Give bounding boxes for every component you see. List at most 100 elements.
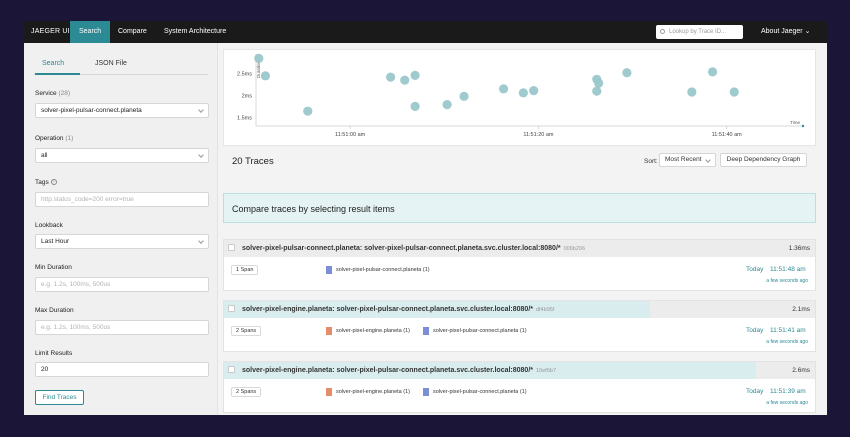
trace-point [386,72,396,82]
trace-title-text: solver-pixel-engine.planeta: solver-pixe… [242,306,533,313]
trace-time: 11:51:41 am [770,327,806,334]
x-tick-label: 11:51:40 am [712,132,743,138]
trace-item[interactable]: solver-pixel-pulsar-connect.planeta: sol… [223,239,816,291]
sort-select[interactable]: Most Recent [659,153,716,167]
max-duration-input[interactable]: e.g. 1.2s, 100ms, 500us [35,320,209,335]
service-tag: solver-pixel-engine.planeta (1) [326,387,410,397]
trace-select-checkbox[interactable] [228,366,235,373]
min-duration-label: Min Duration [35,264,72,271]
y-tick-label: 2.5ms [237,72,252,78]
y-axis-label: Duration [256,60,261,78]
span-count-badge: 2 Spans [231,326,262,336]
operation-value: all [41,152,48,159]
about-jaeger-menu[interactable]: About Jaeger ⌄ [761,21,810,43]
service-label: Service (28) [35,90,70,97]
info-icon[interactable]: ? [50,179,57,186]
axis-end-marker [801,124,805,128]
service-color-swatch [326,387,332,396]
span-count-badge: 2 Spans [231,387,262,397]
trace-title[interactable]: solver-pixel-engine.planeta: solver-pixe… [242,367,556,374]
sort-value: Most Recent [665,156,702,163]
trace-day: Today [746,327,764,334]
trace-item[interactable]: solver-pixel-engine.planeta: solver-pixe… [223,361,816,413]
active-tab-indicator [35,73,80,75]
trace-point [729,87,739,97]
trace-point [400,75,410,85]
y-tick-label: 2ms [242,93,253,99]
service-select[interactable]: solver-pixel-pulsar-connect.planeta [35,103,209,118]
limit-results-input[interactable]: 20 [35,362,209,377]
trace-duration: 2.1ms [792,306,810,313]
trace-id: 006b206 [563,246,586,252]
service-color-swatch [423,326,429,335]
trace-header [224,301,815,318]
service-tag: solver-pixel-engine.planeta (1) [326,326,410,336]
service-tag-label: solver-pixel-engine.planeta (1) [336,389,410,395]
traces-count-title: 20 Traces [232,156,274,167]
scatter-svg: 1.5ms 2ms 2.5ms 11:51:00 am 11:51:20 am 11:51… [237,53,805,138]
results-header: 20 Traces Sort: Most Recent Deep Depende… [223,146,816,176]
about-label: About Jaeger [761,28,803,35]
sort-label: Sort: [644,158,658,165]
operation-select[interactable]: all [35,148,209,163]
trace-point [707,67,718,77]
trace-point [442,100,452,110]
trace-point [459,91,469,101]
tags-label: Tags ? [35,179,57,186]
duration-bar [224,301,650,318]
service-tag: solver-pixel-pulsar-connect.planeta (1) [423,387,527,397]
service-color-swatch [423,387,429,396]
trace-title[interactable]: solver-pixel-pulsar-connect.planeta: sol… [242,245,585,252]
trace-time: 11:51:48 am [770,266,806,273]
trace-select-checkbox[interactable] [228,244,235,251]
service-tag-label: solver-pixel-pulsar-connect.planeta (1) [336,267,430,273]
nav-compare[interactable]: Compare [118,28,147,35]
find-traces-button[interactable]: Find Traces [35,390,84,405]
service-value: solver-pixel-pulsar-connect.planeta [41,107,142,114]
brand-logo[interactable]: JAEGER UI [31,28,70,35]
traces-scatter-plot: 1.5ms 2ms 2.5ms 11:51:00 am 11:51:20 am 11:51… [223,49,816,146]
trace-point [594,78,604,88]
tab-search[interactable]: Search [42,60,65,67]
min-duration-input[interactable]: e.g. 1.2s, 100ms, 500us [35,277,209,292]
lookback-select[interactable]: Last Hour [35,234,209,249]
trace-point [518,88,528,98]
trace-id-lookup-input[interactable]: Lookup by Trace ID... [656,25,743,39]
top-nav: JAEGER UI Search Compare System Architec… [24,21,827,43]
trace-select-checkbox[interactable] [228,305,235,312]
trace-point [303,106,313,116]
operation-label: Operation (1) [35,135,73,142]
operation-count: (1) [65,135,74,142]
nav-search[interactable]: Search [70,21,111,43]
trace-title[interactable]: solver-pixel-engine.planeta: solver-pixe… [242,306,554,313]
y-tick-label: 1.5ms [237,115,252,121]
lookback-label: Lookback [35,222,63,229]
trace-point [592,86,602,96]
trace-day: Today [746,266,764,273]
trace-point [529,86,539,96]
span-count-badge: 1 Span [231,265,259,275]
trace-item[interactable]: solver-pixel-engine.planeta: solver-pixe… [223,300,816,352]
tab-json-file[interactable]: JSON File [95,60,127,67]
trace-relative-time: a few seconds ago [766,400,808,406]
nav-system-architecture[interactable]: System Architecture [164,28,227,35]
service-tag-label: solver-pixel-engine.planeta (1) [336,328,410,334]
tags-label-text: Tags [35,179,49,186]
deep-dependency-graph-button[interactable]: Deep Dependency Graph [720,153,807,167]
trace-point [622,68,632,78]
trace-point [410,70,420,80]
search-icon [660,29,665,34]
x-tick-label: 11:51:00 am [335,132,366,138]
tags-input[interactable]: http.status_code=200 error=true [35,192,209,207]
limit-results-label: Limit Results [35,350,73,357]
trace-point [260,71,271,81]
results-panel: 1.5ms 2ms 2.5ms 11:51:00 am 11:51:20 am 11:51… [218,43,827,415]
trace-point [254,53,264,63]
trace-point [687,87,697,97]
service-count: (28) [58,90,71,97]
service-tag: solver-pixel-pulsar-connect.planeta (1) [423,326,527,336]
trace-header [224,240,815,257]
chevron-down-icon: ⌄ [804,28,811,35]
trace-id: df4b95f [536,307,555,313]
chevron-down-icon [198,152,204,158]
